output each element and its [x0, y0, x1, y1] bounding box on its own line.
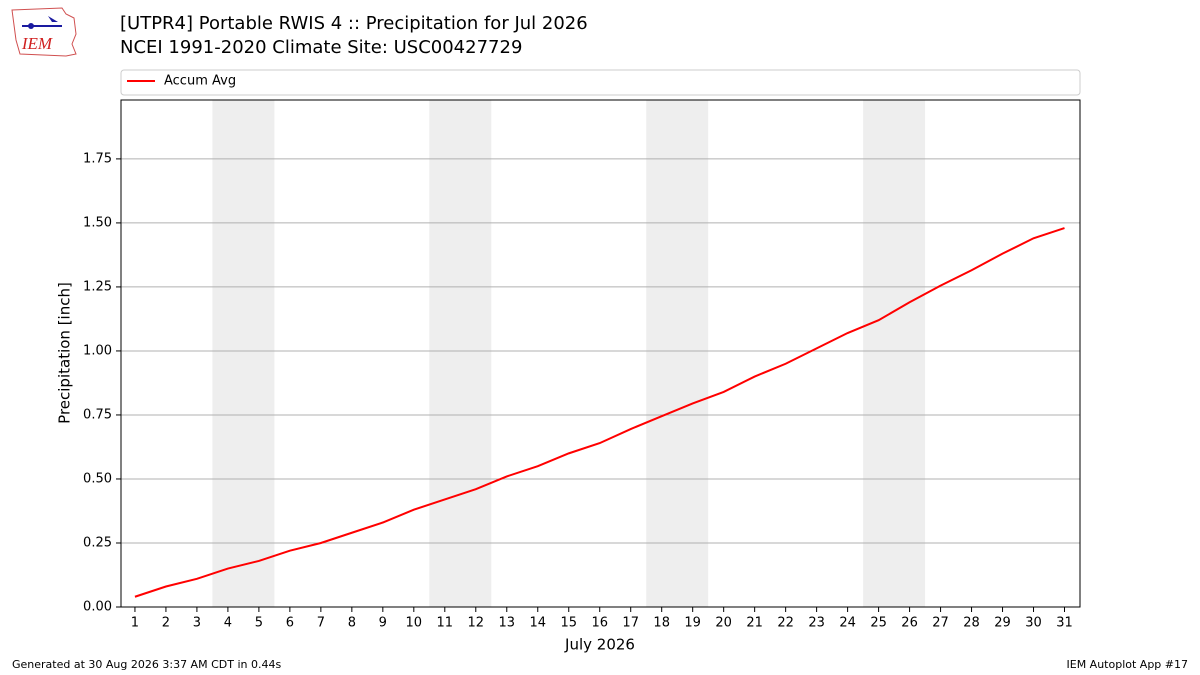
x-tick-label: 5: [255, 616, 263, 631]
x-tick-label: 19: [684, 616, 701, 631]
x-tick-label: 2: [162, 616, 170, 631]
y-tick-label: 0.00: [83, 600, 112, 615]
x-tick-label: 24: [839, 616, 856, 631]
x-tick-label: 16: [591, 616, 608, 631]
x-tick-label: 23: [808, 616, 825, 631]
x-tick-label: 29: [994, 616, 1011, 631]
x-axis-label: July 2026: [564, 636, 635, 654]
y-tick-label: 1.00: [83, 343, 112, 358]
x-tick-label: 28: [963, 616, 980, 631]
y-tick-label: 0.50: [83, 471, 112, 486]
weekend-span: [212, 100, 275, 607]
x-tick-label: 21: [746, 616, 763, 631]
x-tick-label: 4: [224, 616, 232, 631]
logo: IEM: [11, 7, 77, 57]
y-tick-label: 1.50: [83, 215, 112, 230]
weekend-span: [646, 100, 709, 607]
x-tick-label: 14: [529, 616, 546, 631]
x-tick-label: 26: [901, 616, 918, 631]
x-tick-label: 30: [1025, 616, 1042, 631]
x-tick-label: 20: [715, 616, 732, 631]
logo-dot: [28, 23, 34, 29]
legend-label: Accum Avg: [164, 74, 236, 89]
x-tick-label: 13: [498, 616, 515, 631]
x-tick-label: 1: [131, 616, 139, 631]
x-tick-label: 15: [560, 616, 577, 631]
x-tick-label: 22: [777, 616, 794, 631]
footer-left: Generated at 30 Aug 2026 3:37 AM CDT in …: [12, 658, 281, 671]
y-tick-label: 0.25: [83, 535, 112, 550]
x-tick-label: 17: [622, 616, 639, 631]
y-tick-label: 0.75: [83, 407, 112, 422]
data-line: [134, 227, 1065, 598]
y-tick-label: 1.75: [83, 151, 112, 166]
chart-subtitle: NCEI 1991-2020 Climate Site: USC00427729: [120, 37, 522, 58]
plot-frame: [120, 99, 1081, 608]
chart-title: [UTPR4] Portable RWIS 4 :: Precipitation…: [120, 13, 588, 34]
x-tick-label: 25: [870, 616, 887, 631]
logo-outline: [11, 7, 77, 57]
x-tick-label: 9: [379, 616, 387, 631]
footer-right: IEM Autoplot App #17: [1067, 658, 1189, 671]
x-tick-label: 31: [1056, 616, 1073, 631]
logo-vane: [48, 16, 58, 22]
y-tick-label: 1.25: [83, 279, 112, 294]
weekend-span: [863, 100, 926, 607]
legend-box: [120, 69, 1081, 96]
x-tick-label: 18: [653, 616, 670, 631]
x-tick-label: 3: [193, 616, 201, 631]
x-tick-label: 8: [348, 616, 356, 631]
x-tick-label: 27: [932, 616, 949, 631]
weekend-span: [429, 100, 492, 607]
x-tick-label: 7: [317, 616, 325, 631]
y-axis-label: Precipitation [inch]: [56, 282, 74, 424]
x-tick-label: 11: [437, 616, 454, 631]
x-tick-label: 12: [468, 616, 485, 631]
x-tick-label: 10: [406, 616, 423, 631]
logo-text: IEM: [21, 34, 53, 53]
x-tick-label: 6: [286, 616, 294, 631]
